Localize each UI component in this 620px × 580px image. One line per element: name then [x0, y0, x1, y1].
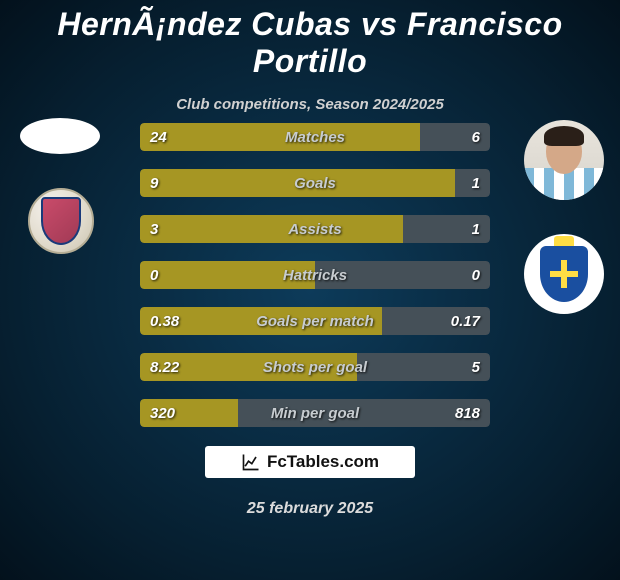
stat-row: Goals9 1 [140, 169, 490, 197]
player-right-club-badge [524, 234, 604, 314]
stat-row: Shots per goal8.22 5 [140, 353, 490, 381]
stat-value-right: 5 [472, 353, 480, 381]
stat-value-right: 818 [455, 399, 480, 427]
stat-value-left: 0 [150, 261, 158, 289]
deportivo-shield-icon [41, 197, 81, 245]
stat-row: Min per goal320 818 [140, 399, 490, 427]
stat-value-right: 1 [472, 215, 480, 243]
stat-row: Matches24 6 [140, 123, 490, 151]
stat-value-right: 0 [472, 261, 480, 289]
stat-value-left: 24 [150, 123, 167, 151]
stat-label: Assists [140, 215, 490, 243]
stat-label: Goals per match [140, 307, 490, 335]
player-right-avatar [524, 120, 604, 200]
stat-label: Hattricks [140, 261, 490, 289]
stat-value-left: 3 [150, 215, 158, 243]
stat-value-right: 1 [472, 169, 480, 197]
chart-icon [241, 452, 261, 472]
stats-panel: Matches246Goals91Assists31Hattricks00Goa… [140, 123, 490, 445]
source-label: FcTables.com [267, 452, 379, 472]
comparison-subtitle: Club competitions, Season 2024/2025 [0, 96, 620, 113]
stat-label: Matches [140, 123, 490, 151]
stat-label: Min per goal [140, 399, 490, 427]
player-right-hair [544, 126, 584, 146]
footer-date: 25 february 2025 [0, 500, 620, 518]
source-badge[interactable]: FcTables.com [205, 446, 415, 478]
stat-row: Hattricks0 0 [140, 261, 490, 289]
stat-row: Goals per match0.38 0.17 [140, 307, 490, 335]
stat-value-left: 8.22 [150, 353, 179, 381]
stat-row: Assists3 1 [140, 215, 490, 243]
stat-value-left: 320 [150, 399, 175, 427]
stat-value-left: 0.38 [150, 307, 179, 335]
stat-label: Shots per goal [140, 353, 490, 381]
stat-label: Goals [140, 169, 490, 197]
comparison-title: HernÃ¡ndez Cubas vs Francisco Portillo [0, 0, 620, 80]
player-left-club-badge [28, 188, 94, 254]
player-left-avatar [20, 118, 100, 154]
cross-icon [550, 260, 578, 288]
crown-icon [554, 236, 574, 246]
stat-value-right: 6 [472, 123, 480, 151]
stat-value-left: 9 [150, 169, 158, 197]
stat-value-right: 0.17 [451, 307, 480, 335]
oviedo-shield-icon [540, 246, 588, 302]
